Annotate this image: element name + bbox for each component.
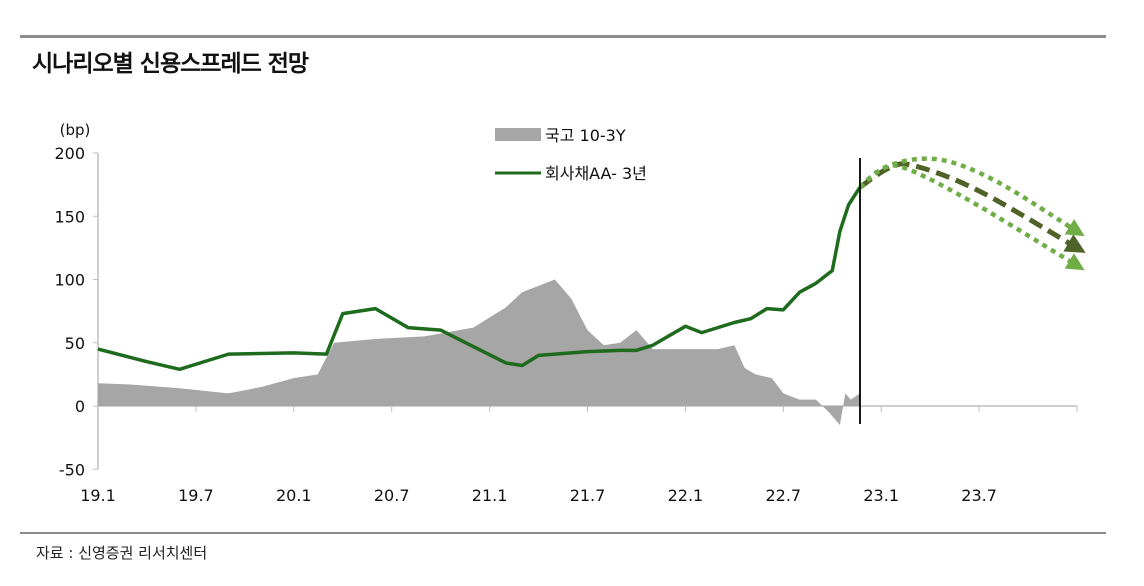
x-tick-label: 23.1: [863, 486, 899, 505]
y-tick-label: 150: [54, 207, 85, 226]
x-tick-label: 22.1: [668, 486, 704, 505]
top-rule: [20, 35, 1106, 38]
y-tick-label: 0: [75, 397, 85, 416]
y-axis-label: (bp): [60, 121, 91, 139]
x-tick-label: 19.1: [80, 486, 116, 505]
legend-label-line: 회사채AA- 3년: [545, 164, 647, 183]
forecast-lower-line: [858, 163, 1085, 271]
source-note: 자료 : 신영증권 리서치센터: [36, 544, 208, 562]
x-tick-label: 21.1: [472, 486, 508, 505]
y-tick-label: 100: [54, 271, 85, 290]
legend-label-area: 국고 10-3Y: [545, 126, 626, 145]
area-series-gov-10-3y: [98, 279, 860, 425]
x-tick-label: 19.7: [178, 486, 214, 505]
bottom-rule: [20, 532, 1106, 534]
y-tick-label: 200: [54, 144, 85, 163]
x-tick-label: 22.7: [765, 486, 801, 505]
chart-title: 시나리오별 신용스프레드 전망: [32, 51, 309, 77]
x-tick-label: 20.7: [374, 486, 410, 505]
x-tick-label: 20.1: [276, 486, 312, 505]
forecast-base-line: [858, 161, 1086, 253]
x-tick-label: 21.7: [570, 486, 606, 505]
legend: 국고 10-3Y 회사채AA- 3년: [495, 126, 647, 183]
legend-swatch-area: [495, 128, 541, 141]
y-tick-label: 50: [65, 334, 85, 353]
forecast-upper-line: [858, 156, 1085, 237]
y-tick-label: -50: [59, 460, 85, 479]
x-tick-label: 23.7: [961, 486, 997, 505]
line-series-corp-aa-3y: [97, 186, 862, 372]
